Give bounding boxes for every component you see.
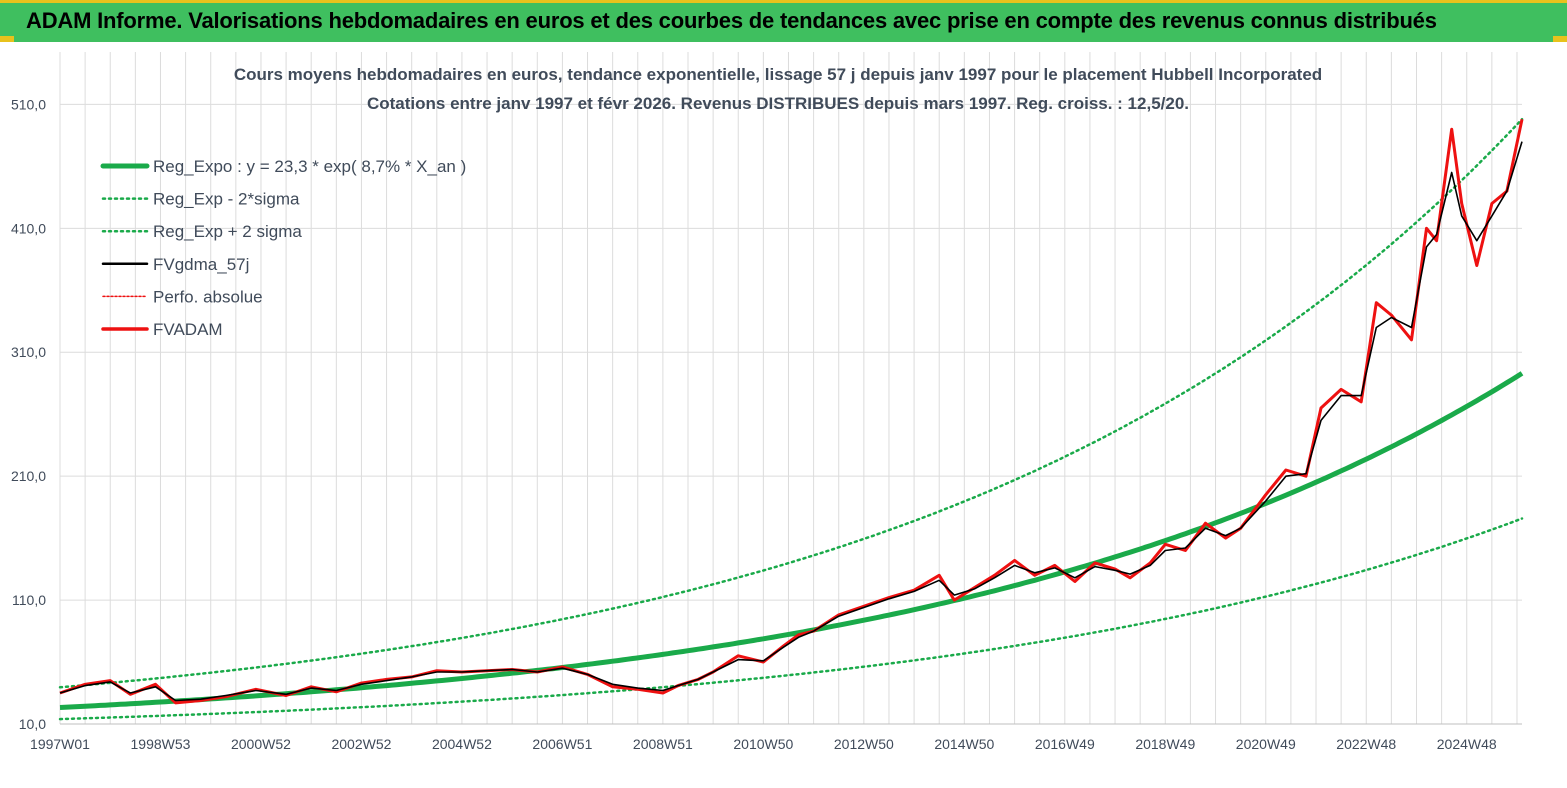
chart-grid	[59, 52, 1522, 725]
x-tick-label: 2012W50	[834, 736, 894, 752]
x-tick-label: 2006W51	[532, 736, 592, 752]
y-tick-label: 410,0	[11, 220, 46, 236]
x-tick-label: 2022W48	[1336, 736, 1396, 752]
y-axis-ticks: 10,0 110,0 210,0 310,0 410,0 510,0	[11, 96, 46, 732]
series-reg-exp-minus-2-sigma	[58, 517, 1524, 721]
x-tick-label: 2000W52	[231, 736, 291, 752]
x-tick-label: 2020W49	[1236, 736, 1296, 752]
legend-item-perfo-label: Perfo. absolue	[153, 287, 263, 306]
x-tick-label: 2004W52	[432, 736, 492, 752]
x-tick-label: 1997W01	[30, 736, 90, 752]
y-tick-label: 310,0	[11, 344, 46, 360]
x-tick-label: 2014W50	[934, 736, 994, 752]
series-layer	[58, 117, 1524, 721]
y-tick-label: 10,0	[19, 716, 46, 732]
legend-item-reg-exp-minus-label: Reg_Exp - 2*sigma	[153, 190, 300, 209]
series-reg-expo	[59, 371, 1524, 710]
x-tick-label: 2010W50	[733, 736, 793, 752]
legend-item-reg-expo-label: Reg_Expo : y = 23,3 * exp( 8,7% * X_an )	[153, 157, 466, 176]
chart-legend: Reg_Expo : y = 23,3 * exp( 8,7% * X_an )…	[100, 157, 466, 339]
series-reg-exp-plus-2-sigma	[58, 117, 1524, 689]
banner-corner-right	[1553, 36, 1567, 42]
x-tick-label: 2016W49	[1035, 736, 1095, 752]
x-tick-label: 2024W48	[1437, 736, 1497, 752]
chart-title: Cours moyens hebdomadaires en euros, ten…	[234, 65, 1322, 84]
y-tick-label: 210,0	[11, 468, 46, 484]
y-tick-label: 510,0	[11, 96, 46, 112]
chart-subtitle: Cotations entre janv 1997 et févr 2026. …	[367, 94, 1189, 113]
y-tick-label: 110,0	[12, 592, 46, 608]
legend-item-reg-exp-plus-label: Reg_Exp + 2 sigma	[153, 222, 302, 241]
x-axis-ticks: 1997W01 1998W53 2000W52 2002W52 2004W52 2006W…	[30, 736, 1497, 752]
line-chart: Cours moyens hebdomadaires en euros, ten…	[11, 52, 1524, 752]
chart-area: Cours moyens hebdomadaires en euros, ten…	[0, 42, 1567, 783]
banner-corner-left	[0, 36, 14, 42]
report-banner: ADAM Informe. Valorisations hebdomadaire…	[0, 0, 1567, 42]
x-tick-label: 2008W51	[633, 736, 693, 752]
report-title: ADAM Informe. Valorisations hebdomadaire…	[26, 8, 1437, 33]
x-tick-label: 2002W52	[331, 736, 391, 752]
legend-item-fvadam-label: FVADAM	[153, 320, 223, 339]
x-tick-label: 1998W53	[131, 736, 191, 752]
x-tick-label: 2018W49	[1135, 736, 1195, 752]
series-fvgdma-57j	[59, 141, 1523, 702]
legend-item-fvgdma-label: FVgdma_57j	[153, 255, 249, 274]
